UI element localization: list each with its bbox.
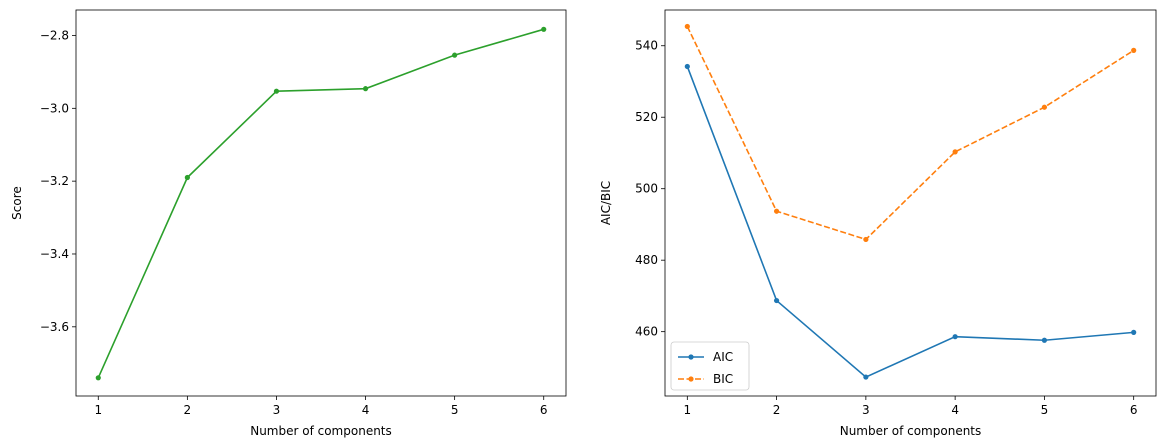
score-chart-panel: 1 2 3 4 5 6 −3.6 −3.4 −3.2 −3.0 −2.8 Number of comp… bbox=[10, 9, 567, 438]
chart-1-series-1-line bbox=[686, 26, 1135, 241]
chart-1-legend-label-1: BIC bbox=[713, 372, 733, 386]
chart-1-y-axis-label: AIC/BIC bbox=[599, 181, 613, 225]
chart-0-y-tick-label-3: −3.0 bbox=[40, 101, 69, 115]
chart-1-series-0-point-5 bbox=[1131, 329, 1137, 335]
chart-1-series-1-point-1 bbox=[773, 208, 780, 214]
chart-1-series-0-point-3 bbox=[952, 334, 958, 340]
aic-bic-chart-panel: 1 2 3 4 5 6 460 480 500 520 540 Number of component… bbox=[599, 9, 1157, 438]
chart-1-series-1-point-0 bbox=[684, 23, 690, 30]
chart-1-series-0-line bbox=[686, 66, 1134, 378]
chart-1-x-tick-label-5: 6 bbox=[1130, 403, 1138, 417]
chart-1-legend-marker-0 bbox=[688, 354, 694, 360]
chart-0-x-tick-label-5: 6 bbox=[540, 403, 548, 417]
chart-0-series-0-point-3 bbox=[362, 86, 369, 92]
chart-1-y-tick-label-1: 480 bbox=[635, 253, 658, 267]
chart-1-legend-box bbox=[670, 341, 750, 391]
chart-1-x-tick-label-0: 1 bbox=[683, 403, 691, 417]
chart-0-x-tick-label-4: 5 bbox=[451, 403, 459, 417]
chart-1-x-tick-label-2: 3 bbox=[862, 403, 870, 417]
chart-1-axes-frame bbox=[664, 9, 1157, 397]
chart-0-series-0-point-1 bbox=[184, 174, 190, 181]
chart-1-y-tick-label-2: 500 bbox=[635, 182, 658, 196]
chart-1-series-0-point-2 bbox=[863, 374, 869, 380]
chart-1-legend: AIC BIC bbox=[670, 341, 750, 391]
chart-0-y-tick-label-1: −3.4 bbox=[40, 247, 69, 261]
chart-0-y-tick-label-4: −2.8 bbox=[40, 28, 69, 42]
chart-1-y-tick-label-3: 520 bbox=[635, 110, 658, 124]
chart-1-series-0-point-1 bbox=[773, 297, 780, 304]
chart-0-x-axis-label: Number of components bbox=[250, 424, 392, 438]
chart-1-series-0-point-4 bbox=[1041, 337, 1048, 343]
chart-0-series-0-point-2 bbox=[273, 88, 280, 94]
chart-0-x-tick-label-2: 3 bbox=[273, 403, 281, 417]
chart-0-axes-frame bbox=[75, 9, 567, 397]
chart-1-y-tick-label-4: 540 bbox=[635, 39, 658, 53]
chart-0-series-0-line bbox=[97, 28, 544, 379]
chart-1-x-tick-label-1: 2 bbox=[773, 403, 781, 417]
chart-0-series-0-point-0 bbox=[95, 375, 101, 381]
chart-1-legend-marker-1 bbox=[688, 376, 694, 382]
chart-1-series-1-point-3 bbox=[952, 149, 958, 155]
chart-1-series-0-point-0 bbox=[684, 63, 690, 70]
chart-1-series-1-point-4 bbox=[1041, 104, 1048, 110]
chart-0-y-tick-label-0: −3.6 bbox=[40, 320, 69, 334]
chart-1-x-tick-label-3: 4 bbox=[951, 403, 959, 417]
chart-0-y-axis-label: Score bbox=[10, 186, 24, 220]
chart-0-series-0-point-5 bbox=[541, 26, 547, 32]
chart-0-x-tick-label-3: 4 bbox=[362, 403, 370, 417]
chart-1-x-axis-label: Number of components bbox=[840, 424, 982, 438]
chart-1-legend-label-0: AIC bbox=[713, 350, 733, 364]
chart-1-x-tick-label-4: 5 bbox=[1041, 403, 1049, 417]
chart-1-y-tick-label-0: 460 bbox=[635, 325, 658, 339]
chart-0-series-0-point-4 bbox=[452, 52, 458, 58]
chart-0-x-tick-label-0: 1 bbox=[94, 403, 102, 417]
chart-0-x-tick-label-1: 2 bbox=[184, 403, 192, 417]
chart-1-series-1-point-2 bbox=[863, 236, 869, 243]
chart-0-y-tick-label-2: −3.2 bbox=[40, 174, 69, 188]
chart-1-series-1-point-5 bbox=[1131, 47, 1137, 53]
